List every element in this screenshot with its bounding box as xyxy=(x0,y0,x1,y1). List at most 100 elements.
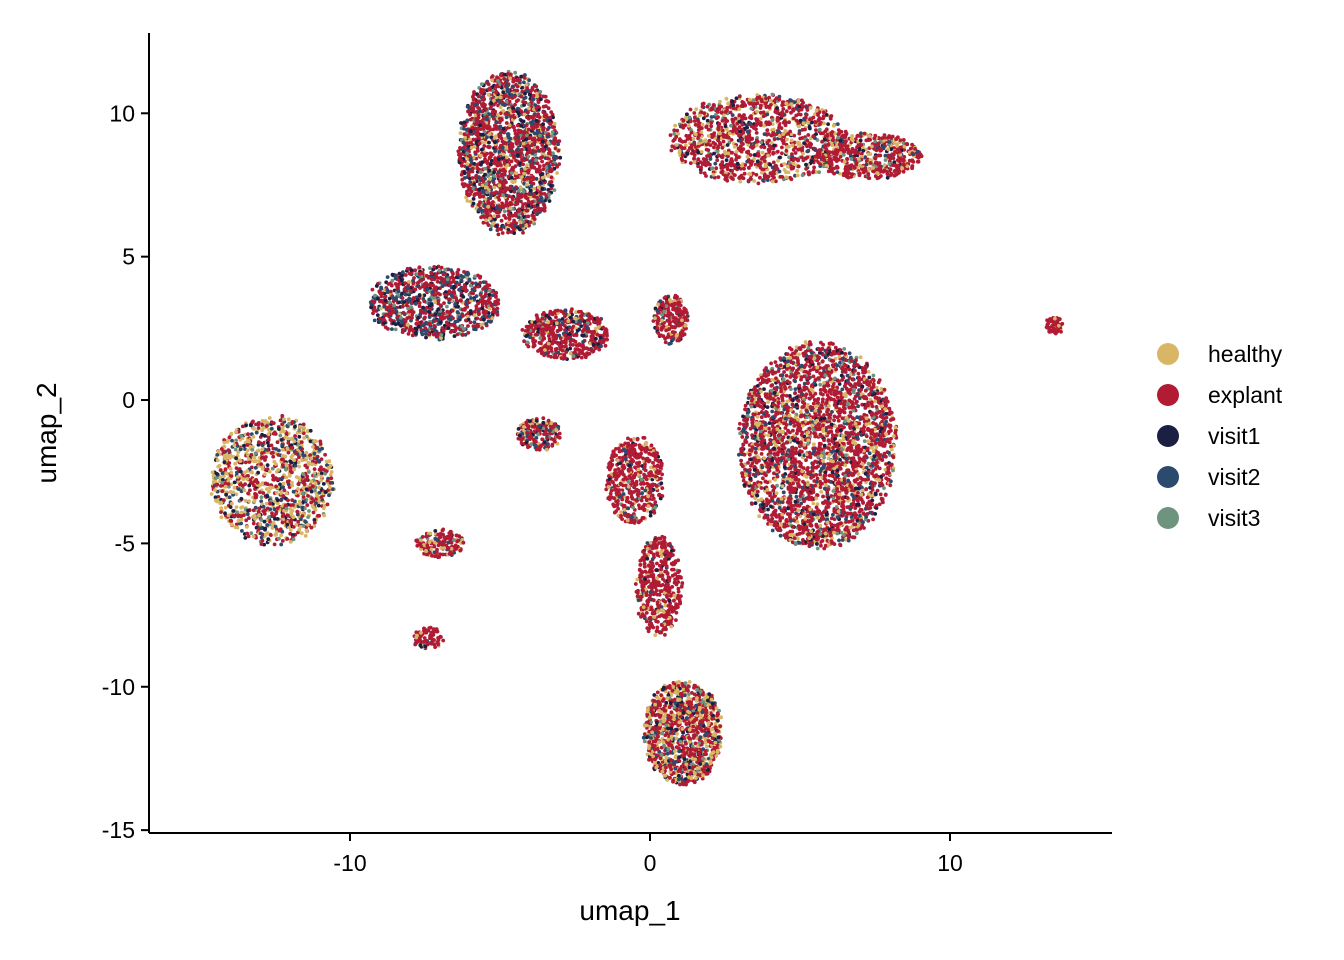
data-point xyxy=(823,144,828,148)
data-point xyxy=(494,224,499,229)
data-point xyxy=(881,145,886,149)
data-point xyxy=(511,109,516,114)
data-point xyxy=(400,330,405,334)
data-point xyxy=(451,271,455,276)
data-point xyxy=(866,176,871,180)
data-point xyxy=(472,92,476,97)
data-point xyxy=(418,271,422,276)
data-point xyxy=(796,142,801,147)
data-point xyxy=(748,172,753,177)
data-point xyxy=(535,161,540,166)
data-point xyxy=(534,190,539,195)
data-point xyxy=(732,125,737,130)
data-point xyxy=(496,232,501,237)
data-point xyxy=(432,327,437,332)
data-point xyxy=(525,144,530,148)
data-point xyxy=(791,148,796,152)
data-point xyxy=(894,164,899,169)
data-point xyxy=(378,319,383,323)
data-point xyxy=(901,169,906,174)
data-point xyxy=(478,123,482,128)
data-point xyxy=(489,194,493,198)
data-point xyxy=(525,176,530,181)
data-point xyxy=(407,299,412,303)
data-point xyxy=(838,139,843,143)
data-point xyxy=(808,117,812,122)
data-point xyxy=(524,223,528,228)
data-point xyxy=(717,104,722,109)
data-point xyxy=(433,312,438,316)
data-point xyxy=(431,332,436,337)
data-point xyxy=(764,120,769,125)
data-point xyxy=(508,184,513,189)
data-point xyxy=(396,293,401,297)
data-point xyxy=(716,127,721,131)
data-point xyxy=(484,322,489,326)
data-point xyxy=(471,201,476,206)
data-point xyxy=(738,179,743,184)
data-point xyxy=(719,163,723,167)
data-point xyxy=(858,171,862,176)
data-point xyxy=(546,151,551,156)
data-point xyxy=(725,143,730,147)
data-point xyxy=(700,102,705,106)
data-point xyxy=(424,335,428,340)
data-point xyxy=(396,289,401,294)
data-point xyxy=(480,326,484,330)
data-point xyxy=(445,309,450,314)
data-point xyxy=(759,140,764,145)
data-point xyxy=(870,445,874,450)
data-point xyxy=(874,385,879,390)
data-point xyxy=(743,116,748,121)
data-point xyxy=(502,160,507,165)
data-point xyxy=(428,307,433,311)
data-point xyxy=(524,208,529,213)
data-point xyxy=(681,118,686,123)
data-point xyxy=(500,231,505,235)
data-point xyxy=(802,117,806,122)
data-point xyxy=(720,145,725,150)
data-point xyxy=(826,122,830,126)
data-point xyxy=(752,153,757,157)
data-point xyxy=(776,130,780,135)
data-point xyxy=(404,303,409,308)
data-point xyxy=(510,195,514,200)
data-point xyxy=(886,155,891,159)
data-point xyxy=(743,163,748,167)
data-point xyxy=(843,129,848,134)
data-point xyxy=(548,118,553,123)
data-point xyxy=(399,278,404,283)
data-point xyxy=(879,169,884,174)
data-point xyxy=(814,128,818,133)
data-point xyxy=(866,370,871,374)
data-point xyxy=(490,293,495,298)
data-point xyxy=(782,119,787,124)
data-point xyxy=(384,305,389,310)
data-point xyxy=(491,200,495,204)
data-point xyxy=(908,146,913,151)
data-point xyxy=(545,134,550,139)
data-point xyxy=(556,142,560,147)
data-point xyxy=(769,361,773,366)
data-point xyxy=(836,128,841,133)
data-point xyxy=(491,221,495,226)
data-point xyxy=(475,316,480,321)
data-point xyxy=(462,126,466,131)
data-point xyxy=(423,315,427,320)
data-point xyxy=(796,157,800,162)
data-point xyxy=(745,154,750,159)
data-point xyxy=(405,266,410,271)
data-point xyxy=(445,277,450,282)
data-point xyxy=(845,144,850,149)
data-point xyxy=(885,172,890,177)
data-point xyxy=(784,101,789,106)
data-point xyxy=(542,118,547,123)
data-point xyxy=(496,214,501,219)
data-point xyxy=(390,278,395,283)
data-point xyxy=(775,115,780,120)
data-point xyxy=(696,150,701,155)
data-point xyxy=(518,161,522,166)
data-point xyxy=(512,218,516,223)
data-point xyxy=(466,184,471,189)
